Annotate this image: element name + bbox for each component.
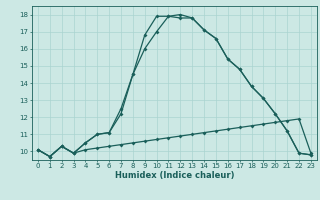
X-axis label: Humidex (Indice chaleur): Humidex (Indice chaleur) — [115, 171, 234, 180]
